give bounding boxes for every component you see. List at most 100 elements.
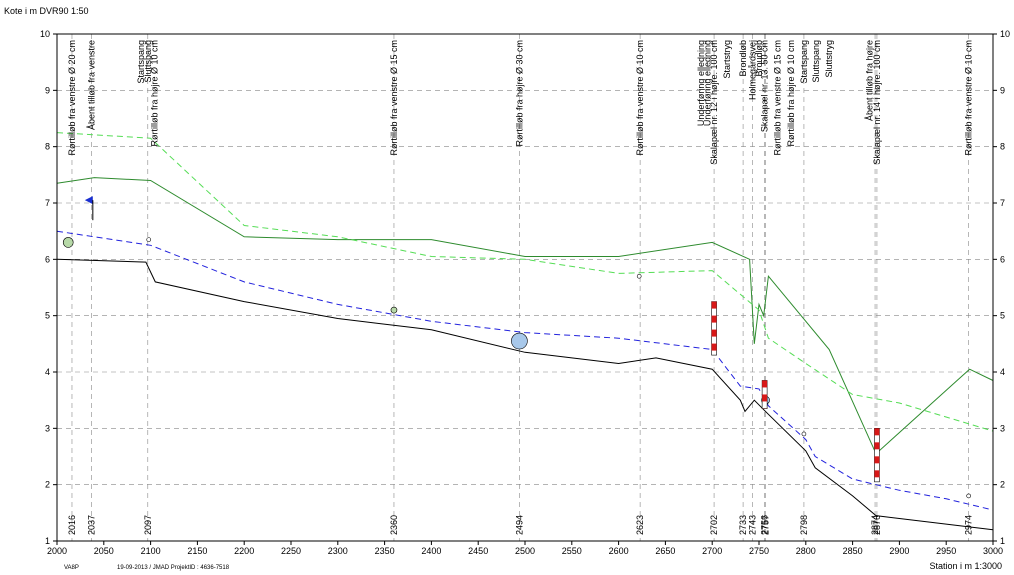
station-label: 2974 [964,515,974,535]
annotation-label: Startstryg [722,40,732,79]
x-tick-label: 2850 [843,546,863,556]
gauge-segment [762,394,768,402]
pipe-marker [636,273,642,279]
markers [62,196,971,499]
gauge-segment [762,380,768,388]
station-label: 2623 [635,515,645,535]
x-tick-label: 2950 [936,546,956,556]
station-label: 2702 [709,515,719,535]
station-label: 2016 [67,515,77,535]
annotation-label: Startspang [136,40,146,84]
annotation-label: Rørtilløb fra venstre Ø 10 cm [964,40,974,156]
gauge-segment [874,442,880,450]
x-tick-label: 2800 [796,546,816,556]
y-tick-label-right: 7 [1000,198,1005,208]
x-tick-label: 2150 [187,546,207,556]
pipe-marker [511,332,528,350]
annotation-label: Underføring elledning [703,40,713,126]
inlet-marker [84,196,93,205]
y-tick-label-right: 10 [1000,29,1010,39]
x-axis-label: Station i m 1:3000 [929,561,1002,571]
y-tick-label: 1 [45,536,50,546]
x-tick-label: 2550 [562,546,582,556]
station-label: 2756 [760,515,770,535]
x-tick-label: 2200 [234,546,254,556]
annotation-label: Startspang [799,40,809,84]
station-label: 2360 [389,515,399,535]
series-line [56,258,994,531]
x-tick-label: 2350 [375,546,395,556]
y-tick-label: 3 [45,423,50,433]
y-tick-label-right: 2 [1000,480,1005,490]
series-lines [56,132,994,531]
footer-project: 19-09-2013 / JMAD ProjektID : 4636-7518 [117,565,230,571]
station-label: 2874 [870,515,880,535]
gauges [711,301,880,483]
x-tick-label: 2900 [889,546,909,556]
annotation-label: Sluttspang [143,40,153,83]
x-tick-label: 2000 [47,546,67,556]
y-tick-label: 6 [45,254,50,264]
station-label: 2097 [143,515,153,535]
gauge-segment [874,428,880,436]
y-tick-label: 2 [45,480,50,490]
annotation-label: Holmegårdsvej [747,40,757,100]
annotation-label: Sluttstryg [824,40,834,78]
station-label: 2798 [799,515,809,535]
station-label: 2743 [747,515,757,535]
y-tick-label-right: 9 [1000,85,1005,95]
x-tick-label: 3000 [983,546,1003,556]
y-tick-label-right: 4 [1000,367,1005,377]
pipe-marker [62,237,74,248]
y-tick-label: 9 [45,85,50,95]
gauge-segment [874,456,880,464]
gauge-segment [711,343,717,351]
annotation-label: Rørtilløb fra højre Ø 10 cm [786,40,796,147]
x-tick-label: 2100 [141,546,161,556]
annotation-label: Underføring elledning [696,40,706,126]
station-label: 2494 [514,515,524,535]
gauge-segment [711,329,717,337]
station-label: 2757 [761,515,771,535]
y-tick-label-right: 3 [1000,423,1005,433]
pipe-marker [146,237,152,242]
x-tick-label: 2400 [421,546,441,556]
y-tick-label: 10 [40,29,50,39]
annotation-label: Rørtilløb fra højre Ø 30 cm [514,40,524,147]
x-tick-label: 2600 [609,546,629,556]
x-tick-label: 2700 [702,546,722,556]
x-tick-label: 2450 [468,546,488,556]
y-tick-label: 5 [45,311,50,321]
annotation-label: Brondløb [738,40,748,77]
y-tick-label: 4 [45,367,50,377]
pipe-marker [390,306,398,314]
footer-code: VA8P [64,565,79,571]
y-tick-label-right: 5 [1000,311,1005,321]
annotation-label: Broudløb [754,40,764,77]
x-tick-label: 2750 [749,546,769,556]
annotation-label: Åbent tilløb fra venstre [87,40,97,130]
gauge-segment [874,470,880,478]
x-tick-label: 2650 [655,546,675,556]
y-tick-label-right: 8 [1000,142,1005,152]
annotation-label: Åbent tilløb fra højre [864,40,874,121]
gauge-segment [711,315,717,323]
station-label: 2733 [738,515,748,535]
annotation-label: Rørtilløb fra venstre Ø 15 cm [773,40,783,156]
annotations: Rørtilløb fra venstre Ø 20 cm Åbent tillø… [67,40,974,165]
station-label: 2876 [872,515,882,535]
annotation-label: Skalapæl nr. 14 i højre. 100 cm [872,40,882,165]
station-label: 2037 [87,515,97,535]
x-tick-label: 2300 [328,546,348,556]
series-line [56,132,994,432]
annotation-label: Rørtilløb fra venstre Ø 15 cm [389,40,399,156]
annotation-label: Rørtilløb fra højre Ø 10 cm [149,40,159,147]
annotation-label: Skalapæl nr. 13. 50 cm [760,40,770,132]
y-tick-label-right: 6 [1000,254,1005,264]
plot-frame [56,33,994,542]
x-tick-label: 2250 [281,546,301,556]
y-tick-label: 7 [45,198,50,208]
x-tick-label: 2050 [94,546,114,556]
x-tick-label: 2500 [515,546,535,556]
